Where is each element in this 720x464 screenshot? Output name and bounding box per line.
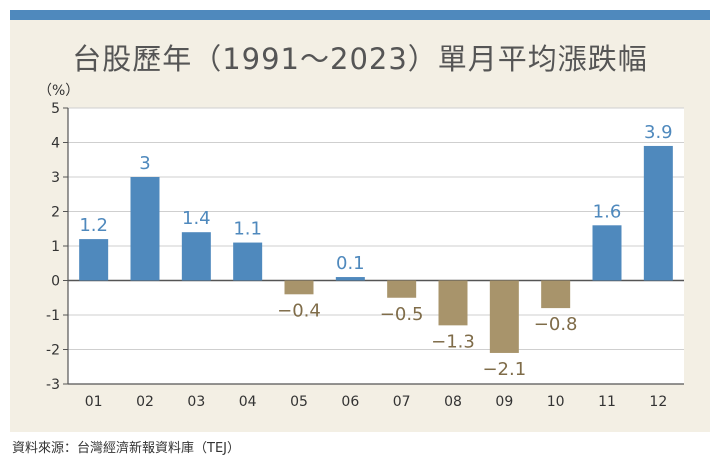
y-tick-label: -3 [46,377,60,393]
y-tick-label: 3 [51,170,60,186]
y-tick-label: 1 [51,239,60,255]
bar [130,177,160,281]
x-tick-label: 12 [649,394,667,410]
x-tick-label: 05 [290,394,308,410]
data-label: 1.1 [233,219,262,240]
x-tick-label: 01 [85,394,103,410]
bar [181,232,211,281]
data-label: −2.1 [482,359,526,380]
data-source-note: 資料來源：台灣經濟新報資料庫（TEJ） [12,441,240,456]
x-tick-label: 10 [547,394,565,410]
y-tick-label: 2 [51,205,60,221]
x-tick-label: 06 [341,394,359,410]
data-label: 3.9 [644,122,673,143]
bar [592,225,622,281]
bar [284,280,314,295]
x-tick-label: 03 [187,394,205,410]
data-label: 3 [139,153,150,174]
bar [438,280,468,326]
y-axis-unit: （%） [38,83,80,99]
bar [489,280,519,353]
data-label: −0.4 [277,300,321,321]
x-tick-label: 07 [393,394,411,410]
y-tick-label: -1 [46,308,60,324]
data-label: −1.3 [431,331,475,352]
y-tick-label: 4 [51,136,60,152]
data-label: 1.6 [593,201,622,222]
x-tick-label: 09 [495,394,513,410]
bar [233,242,263,281]
y-tick-label: -2 [46,343,60,359]
bar [541,280,571,309]
x-tick-label: 02 [136,394,154,410]
data-label: −0.8 [534,314,578,335]
y-tick-label: 0 [51,274,60,290]
top-accent-bar [10,10,710,20]
x-tick-label: 11 [598,394,616,410]
chart-title: 台股歷年（1991～2023）單月平均漲跌幅 [72,42,648,76]
bar [643,145,673,281]
data-label: 1.4 [182,208,211,229]
y-tick-label: 5 [51,101,60,117]
bar [335,277,365,281]
data-label: −0.5 [380,304,424,325]
x-tick-label: 04 [239,394,257,410]
data-label: 0.1 [336,253,365,274]
data-label: 1.2 [79,215,108,236]
x-tick-label: 08 [444,394,462,410]
bar [79,239,109,281]
bar [387,280,417,298]
